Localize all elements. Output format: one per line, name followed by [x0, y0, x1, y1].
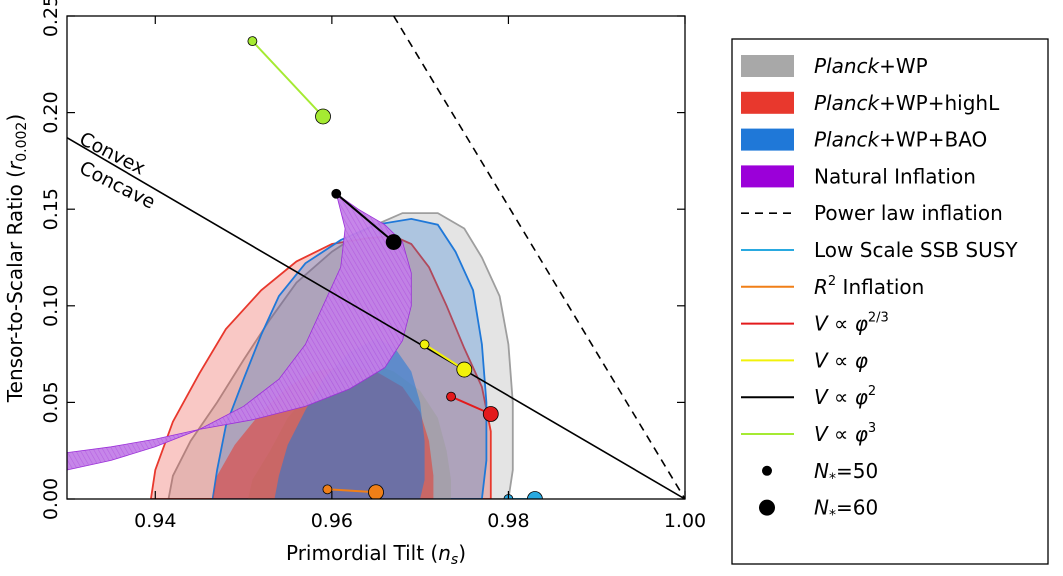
- legend-label: V ∝ φ2/3: [814, 311, 889, 336]
- legend-marker: [762, 465, 772, 476]
- model-predictions: [67, 16, 685, 499]
- x-axis-title: Primordial Tilt (ns): [286, 541, 466, 568]
- legend: Planck+WP Planck+WP+highL Planck+WP+BAO Nat…: [731, 38, 1049, 565]
- v-3-line: [251, 40, 324, 118]
- legend-entry: Power law inflation: [741, 201, 1003, 225]
- legend-entry: Low Scale SSB SUSY: [741, 238, 1018, 262]
- legend-entry: Natural Inflation: [741, 164, 976, 188]
- v-3-n50-point: [247, 36, 258, 47]
- legend-swatch: [741, 165, 794, 188]
- power-law-inflation-line: [393, 16, 685, 499]
- legend-label: N*=50: [814, 459, 878, 487]
- v-2-n50-point: [331, 188, 342, 199]
- natural-inflation-hatch: [67, 193, 412, 470]
- v-2-n60-point: [385, 234, 402, 250]
- x-tick-label: 1.00: [664, 510, 706, 532]
- v-2-3-n50-point: [446, 391, 456, 402]
- legend-label: Planck+WP+highL: [814, 91, 1000, 115]
- v-n60-point: [456, 361, 473, 378]
- legend-label: V ∝ φ3: [814, 421, 876, 446]
- y-tick-label: 0.20: [40, 91, 62, 133]
- v-2-3-n60-point: [482, 406, 499, 422]
- legend-entry: N*=50: [762, 459, 878, 487]
- plot-area: [66, 15, 686, 500]
- r-2-inflation-line: [327, 488, 377, 494]
- legend-entry: R2 Inflation: [741, 274, 924, 299]
- legend-label: N*=60: [814, 496, 878, 524]
- legend-label: V ∝ φ2: [814, 384, 876, 409]
- legend-entry: V ∝ φ3: [741, 421, 876, 446]
- legend-label: Planck+WP+BAO: [814, 128, 987, 152]
- plot-frame: [66, 15, 686, 500]
- legend-label: Low Scale SSB SUSY: [814, 238, 1018, 262]
- natural-inflation-fill: [67, 192, 412, 471]
- v-n50-point: [419, 339, 430, 350]
- legend-swatch: [741, 128, 794, 151]
- planck-wp-bao-inner-contour: [274, 338, 425, 499]
- legend-entry: Planck+WP: [741, 54, 928, 78]
- y-tick-label: 0.25: [40, 0, 62, 37]
- legend-label: Natural Inflation: [814, 164, 976, 188]
- v-3-n60-point: [315, 108, 331, 125]
- legend-marker: [759, 499, 775, 516]
- legend-entry: Planck+WP+highL: [741, 91, 1000, 115]
- legend-label: V ∝ φ: [814, 348, 868, 372]
- legend-entry: Planck+WP+BAO: [741, 128, 987, 152]
- axes: 0.94 0.96 0.98 1.00 0.00 0.05 0.10 0.15 0.20 0.25: [40, 0, 706, 532]
- legend-frame: [731, 38, 1049, 565]
- y-tick-label: 0.05: [40, 381, 62, 423]
- v-2-line: [335, 192, 395, 243]
- legend-entry: V ∝ φ2: [741, 384, 876, 409]
- y-tick-label: 0.15: [40, 188, 62, 230]
- natural-inflation-region: [67, 192, 412, 471]
- x-tick-label: 0.94: [134, 510, 176, 532]
- legend-label: R2 Inflation: [814, 274, 924, 299]
- convex-concave-divider: [67, 137, 685, 499]
- legend-entry: V ∝ φ2/3: [741, 311, 889, 336]
- legend-entry: V ∝ φ: [741, 348, 868, 372]
- legend-swatch: [741, 55, 794, 77]
- low-scale-ssb-susy-n60-point: [527, 491, 543, 499]
- legend-entry: N*=60: [759, 496, 878, 524]
- x-tick-label: 0.98: [487, 510, 529, 532]
- x-tick-label: 0.96: [311, 510, 353, 532]
- legend-swatch: [741, 91, 794, 114]
- legend-label: Power law inflation: [814, 201, 1003, 225]
- legend-label: Planck+WP: [814, 54, 928, 78]
- y-tick-label: 0.10: [40, 285, 62, 327]
- r-2-inflation-n50-point: [322, 484, 333, 495]
- y-axis-title: Tensor-to-Scalar Ratio (r0.002): [3, 114, 30, 403]
- y-tick-label: 0.00: [40, 478, 62, 520]
- r-2-inflation-n60-point: [368, 484, 384, 499]
